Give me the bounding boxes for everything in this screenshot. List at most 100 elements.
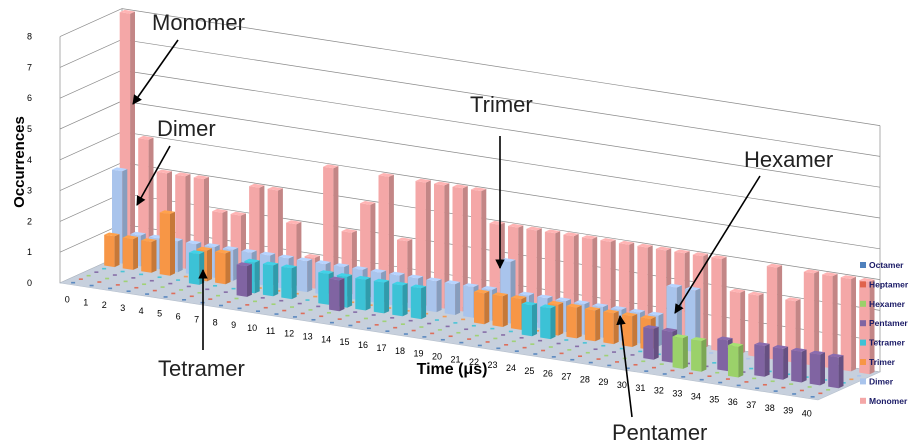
gridline-back: [121, 39, 881, 157]
floor-marker: [570, 358, 575, 361]
floor-marker: [762, 383, 767, 386]
bar-tetramer-15: [373, 278, 390, 314]
floor-marker: [804, 376, 809, 378]
x-tick-label: 6: [176, 312, 181, 322]
x-tick-label: 5: [157, 309, 162, 319]
floor-marker: [353, 311, 358, 313]
floor-marker: [810, 396, 815, 398]
bar-dimer-18: [444, 280, 461, 315]
floor-marker: [644, 370, 649, 372]
bar-monomer-34: [748, 291, 764, 358]
floor-marker: [97, 281, 102, 283]
floor-marker: [651, 366, 656, 369]
floor-marker: [411, 329, 416, 332]
floor-marker: [493, 337, 498, 340]
floor-marker: [538, 339, 543, 342]
floor-marker: [786, 373, 791, 376]
floor-marker: [316, 305, 321, 308]
floor-marker: [522, 346, 527, 349]
floor-marker: [752, 377, 757, 380]
floor-marker: [767, 370, 772, 373]
legend-label: Dimer: [869, 376, 894, 386]
bar-monomer-18: [452, 184, 468, 312]
x-tick-label: 18: [395, 346, 405, 356]
callouts: Monomer Dimer Trimer Tetramer Pentamer Hexame…: [132, 10, 833, 444]
x-tick-label: 13: [303, 332, 313, 342]
floor-marker: [139, 273, 144, 276]
floor-marker: [102, 267, 107, 270]
gridline-side: [59, 39, 123, 68]
floor-marker: [440, 338, 445, 341]
floor-marker: [276, 290, 281, 292]
bar-tetramer-10: [281, 264, 297, 300]
floor-marker: [356, 321, 361, 323]
floor-marker: [773, 390, 778, 392]
floor-marker: [688, 372, 693, 375]
legend-swatch: [860, 339, 866, 346]
floor-marker: [297, 302, 302, 305]
x-tick-label: 26: [543, 369, 553, 379]
legend-label: Hexamer: [869, 299, 906, 309]
legend-label: Monomer: [869, 396, 908, 406]
y-tick-label: 5: [27, 124, 32, 134]
legend-label: Tetramer: [869, 338, 905, 348]
x-tick-label: 35: [709, 394, 719, 404]
floor-marker: [403, 333, 408, 335]
floor-marker: [260, 297, 265, 299]
bar-trimer-2: [141, 238, 157, 273]
floor-marker: [78, 278, 83, 280]
bar-trimer-20: [474, 289, 490, 325]
floor-marker: [226, 301, 231, 303]
floor-marker: [567, 349, 572, 351]
floor-marker: [120, 270, 125, 273]
gridline-back: [121, 162, 881, 280]
gridline-side: [59, 8, 123, 37]
gridline-back: [121, 131, 881, 250]
x-tick-label: 17: [377, 343, 387, 353]
x-tick-label: 16: [358, 340, 368, 350]
floor-marker: [709, 352, 714, 354]
x-tick-label: 34: [691, 391, 701, 401]
legend-label: Octamer: [869, 260, 904, 270]
gridline-back: [121, 8, 881, 126]
bar-monomer-32: [711, 255, 727, 352]
gridline-side: [59, 193, 123, 222]
floor-marker: [189, 295, 194, 298]
floor-marker: [94, 271, 99, 273]
floor-marker: [326, 311, 331, 314]
floor-marker: [459, 341, 464, 344]
floor-marker: [427, 322, 432, 325]
floor-marker: [213, 284, 218, 287]
x-tick-label: 28: [580, 374, 590, 384]
callout-label: Pentamer: [612, 420, 707, 444]
legend-swatch: [860, 300, 866, 307]
floor-marker: [548, 346, 553, 348]
floor-marker: [329, 321, 334, 324]
floor-marker: [514, 350, 519, 352]
x-tick-label: 8: [213, 317, 218, 327]
floor-marker: [363, 317, 368, 320]
floor-marker: [255, 310, 260, 313]
floor-marker: [749, 367, 754, 370]
floor-marker: [271, 303, 276, 306]
floor-marker: [308, 309, 313, 311]
floor-marker: [263, 306, 268, 309]
floor-marker: [408, 319, 413, 322]
floor-marker: [245, 304, 250, 306]
floor-marker: [424, 312, 429, 315]
bar-trimer-28: [621, 312, 638, 347]
floor-marker: [511, 340, 516, 343]
bar-pentamer-13: [329, 276, 345, 312]
x-tick-label: 19: [414, 349, 424, 359]
floor-marker: [345, 314, 350, 317]
floor-marker: [612, 351, 617, 353]
y-tick-label: 0: [27, 278, 32, 288]
bar-tetramer-24: [540, 304, 556, 340]
floor-marker: [464, 328, 469, 331]
legend-swatch: [860, 397, 866, 404]
floor-marker: [501, 334, 506, 336]
floor-marker: [467, 338, 472, 340]
floor-marker: [625, 367, 630, 370]
floor-marker: [755, 387, 760, 390]
